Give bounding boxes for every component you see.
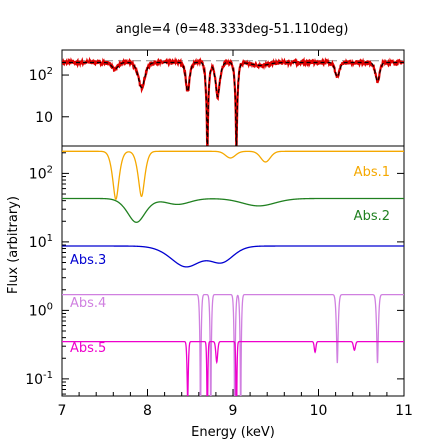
top-panel-y-ticks: 10 102 xyxy=(29,66,69,126)
series-line-abs-3 xyxy=(62,245,404,268)
top-data-series-line xyxy=(62,56,404,146)
series-line-abs-4 xyxy=(62,293,404,396)
x-tick-label: 11 xyxy=(395,403,413,419)
top-y-tick-label: 10 xyxy=(35,110,53,126)
figure-title: angle=4 (θ=48.333deg-51.110deg) xyxy=(115,22,348,37)
x-axis-label: Energy (keV) xyxy=(191,425,275,440)
top-model-series-line xyxy=(62,61,404,146)
x-tick-label: 9 xyxy=(229,403,238,419)
top-y-tick-label: 102 xyxy=(29,66,53,84)
y-tick-label: 102 xyxy=(29,164,53,182)
y-axis-label: Flux (arbitrary) xyxy=(6,196,21,294)
y-tick-label: 10-1 xyxy=(25,370,53,388)
series-label-abs-3: Abs.3 xyxy=(70,253,106,268)
bottom-panel xyxy=(62,150,404,396)
y-tick-label: 100 xyxy=(29,301,53,319)
series-label-abs-5: Abs.5 xyxy=(70,341,106,356)
series-line-abs-5 xyxy=(62,340,404,396)
top-panel xyxy=(62,56,404,146)
series-label-abs-4: Abs.4 xyxy=(70,296,106,311)
bottom-panel-y-ticks: 10-1 100 101 102 xyxy=(25,152,404,395)
x-tick-label: 7 xyxy=(58,403,67,419)
series-line-abs-2 xyxy=(62,197,404,223)
series-label-abs-1: Abs.1 xyxy=(354,165,390,180)
series-label-abs-2: Abs.2 xyxy=(354,209,390,224)
x-tick-label: 10 xyxy=(310,403,328,419)
bottom-panel-x-ticks: 7 8 9 10 11 xyxy=(58,50,413,419)
x-tick-label: 8 xyxy=(143,403,152,419)
series-line-abs-1 xyxy=(62,150,404,200)
y-tick-label: 101 xyxy=(29,233,53,251)
